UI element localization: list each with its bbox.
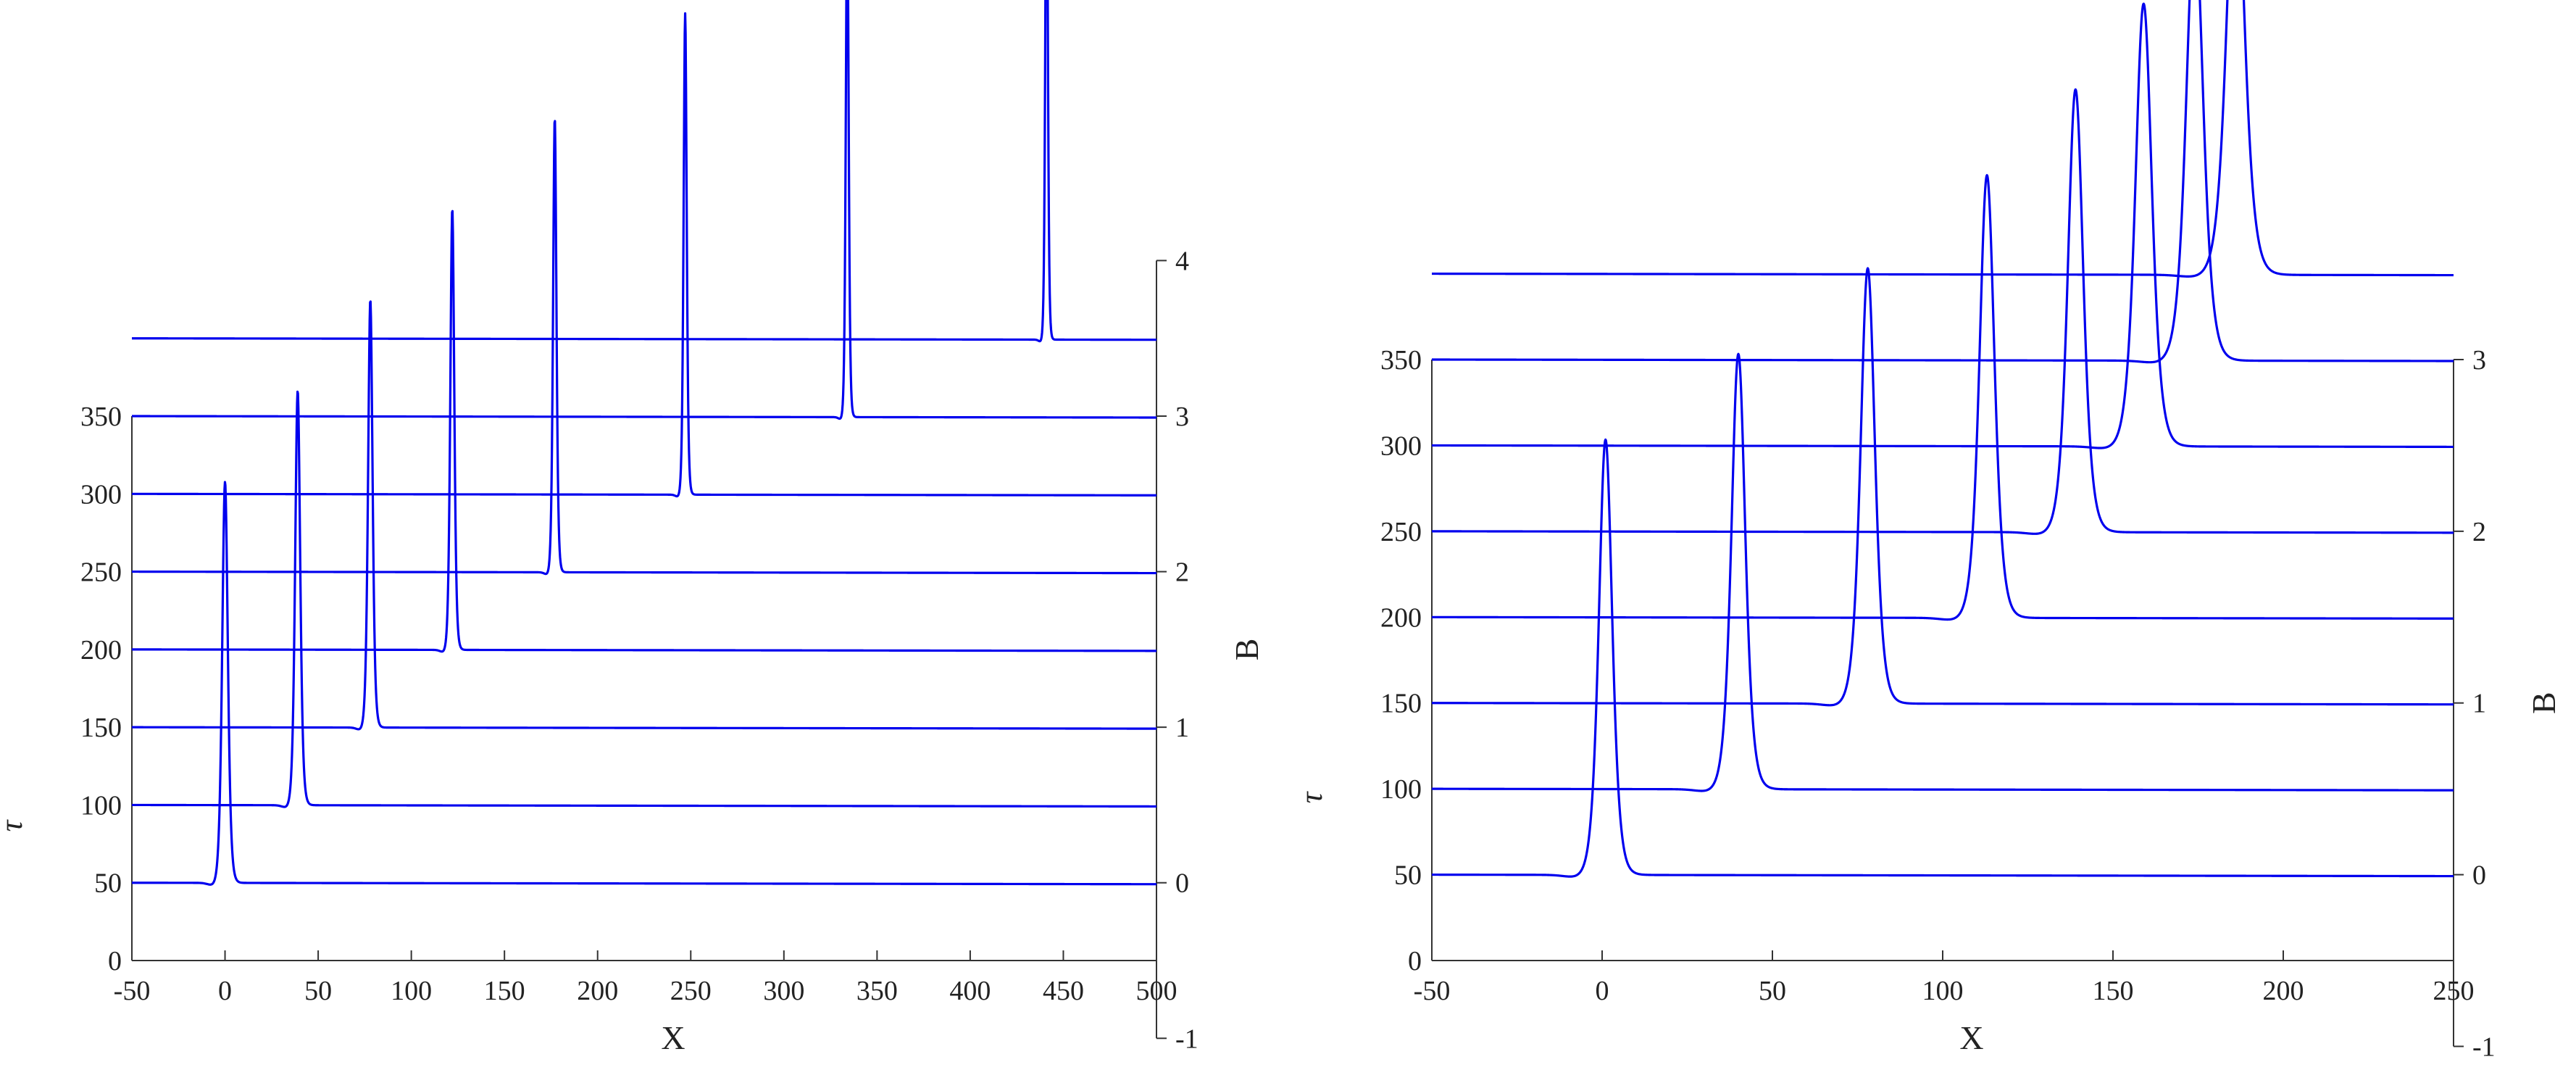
trace-line	[130, 120, 1158, 576]
x-tick-label: 500	[1136, 976, 1177, 1006]
x-axis-label: X	[1959, 1019, 1983, 1056]
x-tick-label: 250	[2433, 976, 2475, 1006]
right-waterfall-chart: -50 0 50 100 150 200 250050100150200250300350-…	[1293, 0, 2562, 1062]
trace-line	[130, 481, 1158, 886]
trace-line	[130, 210, 1158, 653]
x-axis-label: X	[661, 1019, 685, 1056]
x-tick-label: 400	[949, 976, 991, 1006]
x-tick-label: 150	[484, 976, 525, 1006]
y-axis-label: τ	[1293, 790, 1329, 803]
y-tick-label: 0	[1408, 946, 1422, 976]
y2-tick-label: -1	[1175, 1024, 1199, 1054]
y-tick-label: 150	[80, 713, 122, 743]
trace-line	[1430, 0, 2455, 278]
y2-tick-label: 1	[2472, 689, 2486, 719]
y-tick-label: 250	[1380, 517, 1422, 547]
y2-tick-label: 0	[1175, 868, 1189, 899]
y-tick-label: 350	[1380, 345, 1422, 376]
y-tick-label: 200	[1380, 602, 1422, 633]
y-tick-label: 50	[94, 868, 122, 899]
trace-line	[1430, 352, 2455, 792]
x-tick-label: -50	[114, 976, 151, 1006]
trace-line	[130, 12, 1158, 498]
trace-line	[130, 0, 1158, 343]
y2-axis-label: B	[1228, 639, 1265, 661]
y2-tick-label: 1	[1175, 713, 1189, 743]
x-tick-label: 250	[670, 976, 712, 1006]
x-tick-label: 350	[856, 976, 898, 1006]
trace-line	[1430, 2, 2455, 449]
y2-axis-label: B	[2525, 692, 2562, 714]
trace-line	[130, 390, 1158, 808]
y-tick-label: 200	[80, 635, 122, 665]
y2-tick-label: 2	[1175, 557, 1189, 588]
y-tick-label: 250	[80, 557, 122, 588]
y-tick-label: 100	[1380, 774, 1422, 805]
y-tick-label: 0	[108, 946, 122, 976]
trace-line	[1430, 267, 2455, 707]
y-tick-label: 150	[1380, 689, 1422, 719]
y-tick-label: 300	[1380, 431, 1422, 461]
x-tick-label: 50	[304, 976, 332, 1006]
y2-tick-label: 3	[2472, 345, 2486, 376]
x-tick-label: 150	[2093, 976, 2134, 1006]
x-tick-label: 0	[1596, 976, 1609, 1006]
y-tick-label: 300	[80, 479, 122, 510]
trace-line	[130, 300, 1158, 731]
y2-tick-label: 2	[2472, 517, 2486, 547]
x-tick-label: 100	[1922, 976, 1964, 1006]
y-tick-label: 350	[80, 402, 122, 432]
trace-line	[1430, 0, 2455, 364]
y-tick-label: 100	[80, 790, 122, 821]
y2-tick-label: 3	[1175, 402, 1189, 432]
trace-line	[1430, 438, 2455, 878]
y-axis-label: τ	[0, 818, 29, 831]
trace-line	[1430, 174, 2455, 621]
y2-tick-label: 0	[2472, 860, 2486, 891]
x-tick-label: -50	[1414, 976, 1451, 1006]
trace-line	[1430, 88, 2455, 535]
x-tick-label: 200	[2263, 976, 2304, 1006]
x-tick-label: 50	[1759, 976, 1786, 1006]
x-tick-label: 450	[1043, 976, 1084, 1006]
left-waterfall-chart: -50 0 50 100 150 200 250 300 350 400 450 5000501001…	[0, 0, 1265, 1056]
y2-tick-label: 4	[1175, 246, 1189, 276]
x-tick-label: 300	[763, 976, 804, 1006]
trace-line	[130, 0, 1158, 420]
y2-tick-label: -1	[2472, 1032, 2496, 1062]
x-tick-label: 200	[577, 976, 618, 1006]
x-tick-label: 0	[218, 976, 232, 1006]
y-tick-label: 50	[1394, 860, 1422, 891]
x-tick-label: 100	[391, 976, 432, 1006]
